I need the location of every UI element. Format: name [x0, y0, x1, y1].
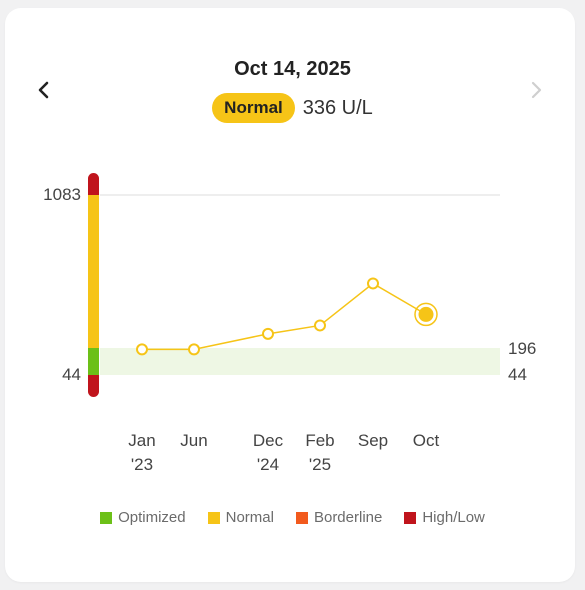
series-line — [142, 282, 427, 351]
range-bar-optimized — [88, 348, 99, 375]
x-tick-label: Jun — [180, 431, 207, 450]
reference-low-label: 44 — [508, 365, 527, 384]
legend-swatch — [404, 511, 417, 524]
legend-swatch — [207, 511, 220, 524]
x-tick-sublabel: '23 — [131, 455, 153, 474]
y-tick-label: 44 — [62, 365, 81, 384]
legend-label: High/Low — [422, 509, 485, 526]
data-point-current — [418, 306, 434, 322]
status-row: Normal 336 U/L — [0, 93, 585, 123]
legend-item-normal: Normal — [207, 509, 274, 526]
x-tick-label: Jan — [128, 431, 155, 450]
legend-swatch — [295, 511, 308, 524]
reference-band — [100, 348, 500, 375]
legend-item-high-low: High/Low — [404, 509, 485, 526]
chart-legend: Optimized Normal Borderline High/Low — [0, 509, 585, 526]
reading-value: 336 U/L — [302, 96, 373, 119]
legend-item-optimized: Optimized — [100, 509, 186, 526]
x-tick-label: Oct — [413, 431, 440, 450]
legend-swatch — [100, 511, 113, 524]
range-bar-normal — [88, 195, 99, 348]
y-tick-label: 1083 — [43, 185, 81, 204]
data-point — [314, 319, 326, 332]
chevron-left-icon — [38, 81, 49, 99]
next-button[interactable] — [522, 76, 550, 104]
data-point — [188, 343, 200, 356]
status-badge: Normal — [212, 93, 295, 123]
reading-date: Oct 14, 2025 — [234, 58, 351, 80]
legend-label: Borderline — [313, 509, 383, 526]
legend-item-borderline: Borderline — [295, 509, 383, 526]
x-tick-label: Sep — [358, 431, 388, 450]
legend-label: Normal — [225, 509, 274, 526]
x-tick-sublabel: '24 — [257, 455, 279, 474]
trend-chart: 1083 44 196 44 Jan '23 Jun Dec '24 Feb '25 Sep Oct — [43, 173, 536, 474]
data-point-highlight-ring — [414, 302, 438, 327]
previous-button[interactable] — [30, 76, 58, 104]
x-tick-sublabel: '25 — [309, 455, 331, 474]
reference-high-label: 196 — [508, 339, 536, 358]
x-tick-label: Dec — [253, 431, 284, 450]
x-tick-label: Feb — [305, 431, 334, 450]
data-point — [136, 343, 148, 356]
data-point — [262, 327, 274, 340]
data-point — [367, 277, 379, 290]
legend-label: Optimized — [118, 509, 186, 526]
chevron-right-icon — [531, 81, 542, 99]
